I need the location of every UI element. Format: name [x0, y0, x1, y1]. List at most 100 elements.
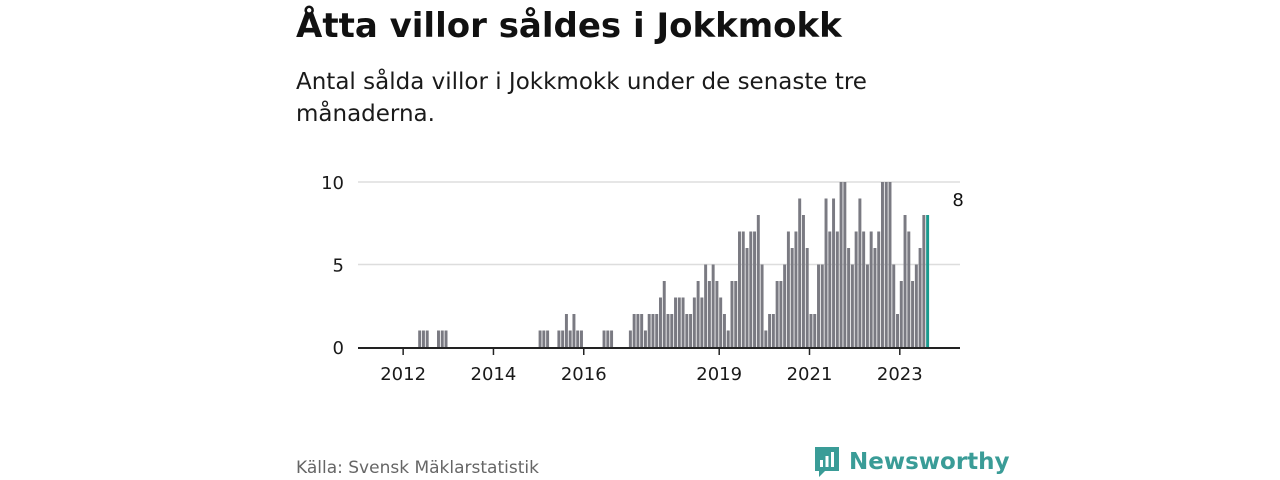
y-tick-label: 5	[333, 256, 344, 277]
bar	[745, 248, 749, 347]
bar	[606, 330, 610, 347]
bar	[779, 281, 783, 347]
bar	[892, 264, 896, 347]
bar	[817, 264, 820, 347]
bar	[798, 198, 802, 347]
bar	[602, 330, 606, 347]
bar	[764, 330, 768, 347]
bar	[771, 314, 775, 347]
chart-title: Åtta villor såldes i Jokkmokk	[296, 6, 842, 46]
bar	[922, 215, 926, 347]
bar	[632, 314, 636, 347]
bars	[418, 182, 930, 347]
bar	[722, 314, 726, 347]
bar	[835, 231, 839, 347]
bar	[640, 314, 644, 347]
bar	[576, 330, 580, 347]
bar	[888, 182, 892, 347]
brand-name: Newsworthy	[849, 449, 1010, 475]
bar	[425, 330, 429, 347]
bar	[700, 297, 704, 347]
bar	[854, 231, 858, 347]
bar	[670, 314, 674, 347]
bar	[734, 281, 738, 347]
bar	[572, 314, 576, 347]
bar	[847, 248, 851, 347]
bar	[786, 231, 790, 347]
bar	[865, 264, 869, 347]
bar	[862, 231, 866, 347]
bar	[685, 314, 689, 347]
bar	[741, 231, 745, 347]
bar	[568, 330, 572, 347]
bar	[557, 330, 561, 347]
bar	[749, 231, 753, 347]
bar	[689, 314, 693, 347]
bar	[659, 297, 662, 347]
bar	[677, 297, 681, 347]
bar	[832, 198, 836, 347]
x-tick-label: 2016	[561, 364, 607, 385]
bar	[538, 330, 542, 347]
x-tick-label: 2019	[696, 364, 742, 385]
bar	[820, 264, 824, 347]
bar	[907, 231, 911, 347]
bar	[813, 314, 817, 347]
bar	[877, 231, 881, 347]
bar	[824, 198, 828, 347]
bar	[775, 281, 779, 347]
bar	[421, 330, 425, 347]
bar	[805, 248, 809, 347]
bar	[651, 314, 655, 347]
bar	[903, 215, 907, 347]
bar	[873, 248, 877, 347]
bar	[918, 248, 922, 347]
bar	[692, 297, 696, 347]
bar	[899, 281, 903, 347]
data-labels: 8	[952, 190, 963, 211]
bar	[681, 297, 685, 347]
bar	[628, 330, 632, 347]
x-tick-label: 2023	[877, 364, 923, 385]
axes: 0 5 10 2012 2014 2016 2019 2021 2023	[321, 173, 960, 385]
brand-logo[interactable]: Newsworthy	[813, 444, 1010, 480]
bar	[730, 281, 734, 347]
bar	[858, 198, 862, 347]
bar	[801, 215, 805, 347]
bar	[768, 314, 772, 347]
bar	[561, 330, 565, 347]
bar	[783, 264, 787, 347]
bar	[666, 314, 670, 347]
bar	[753, 231, 757, 347]
bar	[794, 231, 798, 347]
bar	[647, 314, 651, 347]
bar-chart-logo-icon	[815, 447, 839, 477]
bar	[440, 330, 444, 347]
bar	[809, 314, 813, 347]
bar	[643, 330, 647, 347]
bar	[726, 330, 730, 347]
bar	[843, 182, 847, 347]
x-tick-label: 2012	[380, 364, 426, 385]
bar	[674, 297, 678, 347]
bar	[884, 182, 888, 347]
bar	[579, 330, 583, 347]
bar	[542, 330, 546, 347]
bar	[711, 264, 715, 347]
x-tick-label: 2014	[471, 364, 517, 385]
bar	[444, 330, 448, 347]
bar	[696, 281, 700, 347]
bar	[828, 231, 832, 347]
bar	[738, 231, 741, 347]
bar	[756, 215, 760, 347]
bar	[715, 281, 719, 347]
x-tick-label: 2021	[787, 364, 833, 385]
source-note: Källa: Svensk Mäklarstatistik	[296, 458, 539, 478]
bar	[636, 314, 640, 347]
bar	[880, 182, 884, 347]
bar	[914, 264, 918, 347]
bar	[790, 248, 794, 347]
bar	[662, 281, 666, 347]
y-tick-label: 10	[321, 173, 344, 194]
